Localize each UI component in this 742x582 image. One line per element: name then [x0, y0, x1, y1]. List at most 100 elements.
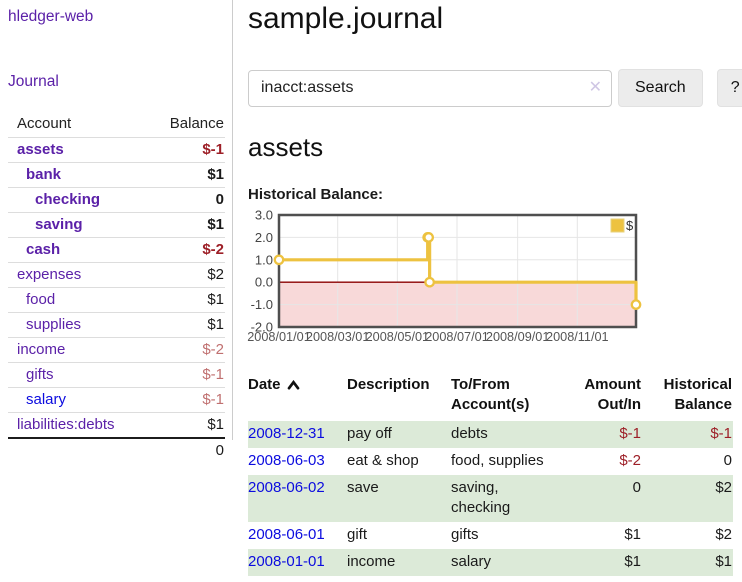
- legend-label: $: [626, 218, 634, 233]
- account-balance: $-1: [143, 137, 225, 163]
- account-balance: $-2: [143, 337, 225, 363]
- x-tick-label: 2008/07/01: [425, 330, 489, 344]
- transaction-date-link[interactable]: 2008-06-01: [248, 525, 325, 543]
- register-cell-amount: $1: [624, 552, 641, 570]
- y-tick-label: 0.0: [255, 275, 273, 290]
- sidebar-account-link[interactable]: gifts: [26, 366, 54, 383]
- register-cell-description: pay off: [347, 424, 392, 442]
- search-button[interactable]: Search: [618, 69, 703, 107]
- account-row: cash $-2: [8, 237, 225, 263]
- register-cell-date: 2008-01-01: [248, 549, 347, 576]
- transaction-date-link[interactable]: 2008-12-31: [248, 424, 325, 442]
- register-cell-amount: $-1: [619, 424, 641, 442]
- account-row: income $-2: [8, 337, 225, 363]
- clear-search-icon[interactable]: ✕: [588, 79, 602, 96]
- account-row: liabilities:debts $1: [8, 412, 225, 439]
- accounts-table: Account Balance assets $-1 bank $1 checking 0…: [8, 112, 225, 463]
- historical-balance-chart: $3.0 2.0 1.0 0.0 -1.0 -2.0 2008/01/01 2008/03/0…: [247, 208, 742, 347]
- sidebar-account-link[interactable]: bank: [26, 166, 62, 183]
- register-cell-date: 2008-06-01: [248, 522, 347, 549]
- sidebar-account-link[interactable]: supplies: [26, 316, 82, 333]
- register-cell-accounts: saving, checking: [451, 478, 511, 516]
- y-tick-label: 3.0: [255, 208, 273, 223]
- app-title-link[interactable]: hledger-web: [8, 8, 94, 25]
- transaction-date-link[interactable]: 2008-06-02: [248, 478, 325, 496]
- register-header-description: Description: [347, 376, 430, 393]
- account-balance: $1: [143, 312, 225, 338]
- y-tick-label: 2.0: [255, 230, 273, 245]
- register-header-date-label: Date: [248, 376, 281, 393]
- account-row: checking 0: [8, 187, 225, 213]
- register-cell-amount: $-2: [619, 451, 641, 469]
- search-input[interactable]: [248, 69, 612, 107]
- transaction-date-link[interactable]: 2008-01-01: [248, 552, 325, 570]
- register-header-amount: Amount Out/In: [584, 376, 641, 413]
- account-row: food $1: [8, 287, 225, 313]
- register-cell-amount: 0: [632, 478, 641, 496]
- accounts-total-value: 0: [143, 437, 225, 463]
- sidebar-account-link[interactable]: cash: [26, 241, 61, 258]
- legend-swatch: [610, 218, 625, 233]
- sidebar-account-link[interactable]: food: [26, 291, 56, 308]
- x-tick-label: 2008/09/01: [486, 330, 550, 344]
- sort-ascending-icon: [287, 379, 299, 390]
- x-tick-label: 2008/03/01: [306, 330, 370, 344]
- account-balance: $-1: [143, 387, 225, 413]
- register-row: 2008-12-31 pay off debts $-1 $-1: [248, 420, 733, 448]
- sidebar-item-journal[interactable]: Journal: [8, 73, 59, 90]
- account-balance: $-2: [143, 237, 225, 263]
- account-balance: $-1: [143, 362, 225, 388]
- account-heading: assets: [248, 132, 324, 162]
- register-header-balance: Historical Balance: [663, 376, 732, 413]
- main-content: sample.journal ✕ Search ? assets Histori…: [233, 0, 742, 576]
- help-button[interactable]: ?: [716, 69, 742, 107]
- register-row: 2008-06-03 eat & shop food, supplies $-2 0: [248, 448, 733, 475]
- chart-canvas: $3.0 2.0 1.0 0.0 -1.0 -2.02008/01/012008/03/0…: [247, 208, 642, 344]
- transaction-date-link[interactable]: 2008-06-03: [248, 451, 325, 469]
- y-tick-label: 1.0: [255, 252, 273, 267]
- sidebar-account-link[interactable]: checking: [35, 191, 101, 208]
- accounts-total-row: 0: [8, 437, 225, 463]
- register-header-date[interactable]: Date: [248, 373, 347, 421]
- x-tick-label: 2008/01/01: [247, 330, 311, 344]
- search-box: ✕: [248, 69, 612, 107]
- accounts-header-row: Account Balance: [8, 112, 225, 138]
- register-cell-balance: $2: [715, 478, 732, 496]
- register-header-accounts: To/From Account(s): [451, 376, 530, 413]
- register-cell-accounts: food, supplies: [451, 451, 544, 469]
- data-point-marker: [424, 276, 435, 288]
- account-row: gifts $-1: [8, 362, 225, 388]
- sidebar-account-link[interactable]: salary: [26, 391, 67, 408]
- register-table: Date Description To/From Account(s) Amou…: [248, 373, 733, 576]
- y-tick-label: -2.0: [251, 320, 273, 335]
- chart-title: Historical Balance:: [248, 186, 384, 203]
- page-title: sample.journal: [248, 2, 444, 35]
- sidebar-account-link[interactable]: saving: [35, 216, 83, 233]
- register-header-row: Date Description To/From Account(s) Amou…: [248, 373, 733, 421]
- y-tick-label: -1.0: [251, 297, 273, 312]
- register-cell-date: 2008-06-03: [248, 448, 347, 475]
- register-cell-description: income: [347, 552, 396, 570]
- accounts-header-account: Account: [8, 112, 144, 138]
- register-row: 2008-01-01 income salary $1 $1: [248, 548, 733, 576]
- register-cell-description: eat & shop: [347, 451, 419, 469]
- register-cell-accounts: gifts: [451, 525, 479, 543]
- sidebar-account-link[interactable]: income: [17, 341, 66, 358]
- account-balance: $1: [143, 162, 225, 188]
- search-bar: ✕ Search ?: [248, 69, 742, 107]
- data-point-marker: [630, 299, 642, 310]
- data-point-marker: [273, 254, 285, 266]
- sidebar-account-link[interactable]: assets: [17, 141, 64, 158]
- sidebar-account-link[interactable]: liabilities:debts: [17, 416, 115, 433]
- register-cell-balance: $1: [715, 552, 732, 570]
- sidebar-account-link[interactable]: expenses: [17, 266, 82, 283]
- x-tick-label: 2008/05/01: [366, 330, 430, 344]
- register-cell-accounts: debts: [451, 424, 488, 442]
- account-balance: $1: [143, 212, 225, 238]
- x-tick-label: 2008/11/01: [546, 330, 609, 344]
- account-balance: $1: [143, 287, 225, 313]
- sidebar: hledger-web Journal Account Balance asse…: [0, 0, 233, 463]
- register-cell-description: gift: [347, 525, 368, 543]
- register-cell-date: 2008-12-31: [248, 421, 347, 448]
